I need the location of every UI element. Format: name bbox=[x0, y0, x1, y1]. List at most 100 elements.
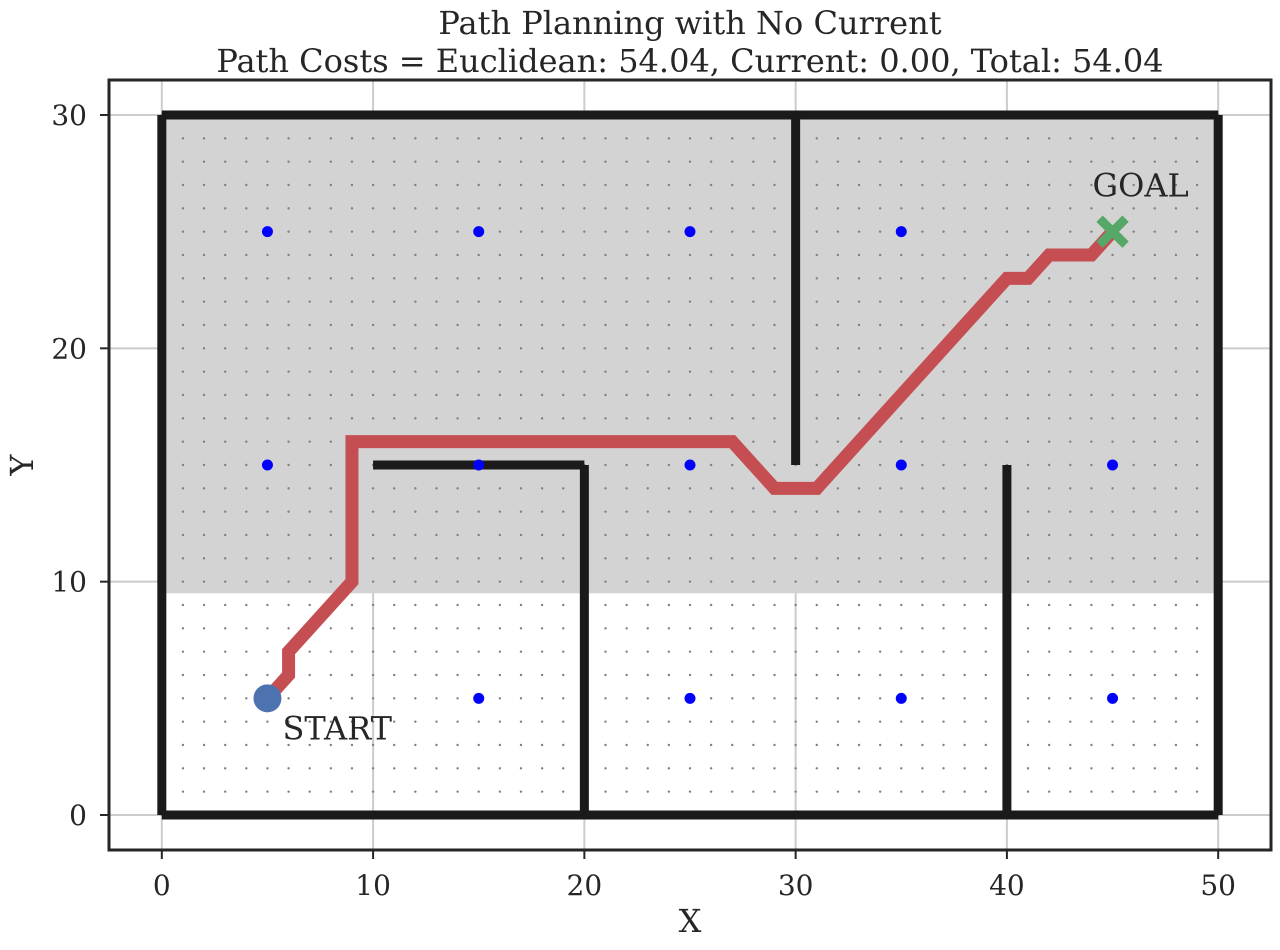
grid-dot bbox=[393, 417, 396, 420]
grid-dot bbox=[329, 673, 333, 677]
grid-dot bbox=[329, 277, 333, 280]
grid-dot bbox=[984, 370, 987, 373]
grid-dot bbox=[815, 790, 818, 793]
grid-dot bbox=[1111, 393, 1114, 397]
grid-dot bbox=[667, 137, 671, 140]
grid-dot bbox=[667, 417, 671, 420]
grid-dot bbox=[308, 580, 311, 583]
grid-dot bbox=[393, 160, 396, 163]
grid-dot bbox=[1090, 557, 1093, 560]
grid-dot bbox=[836, 790, 840, 793]
grid-dot bbox=[625, 253, 628, 257]
grid-dot bbox=[287, 767, 290, 770]
grid-dot bbox=[709, 790, 713, 793]
grid-dot bbox=[1005, 253, 1009, 257]
center-point bbox=[895, 459, 907, 471]
grid-dot bbox=[202, 463, 206, 467]
grid-dot bbox=[921, 673, 924, 677]
grid-dot bbox=[435, 510, 438, 513]
grid-dot bbox=[519, 183, 523, 187]
grid-dot bbox=[1132, 440, 1135, 443]
grid-dot bbox=[202, 207, 206, 210]
grid-dot bbox=[371, 393, 375, 397]
grid-dot bbox=[329, 697, 333, 700]
grid-dot bbox=[519, 720, 523, 723]
grid-dot bbox=[984, 743, 987, 747]
grid-dot bbox=[456, 300, 459, 303]
grid-dot bbox=[836, 137, 840, 140]
grid-dot bbox=[815, 253, 818, 257]
grid-dot bbox=[1111, 557, 1114, 560]
grid-dot bbox=[202, 627, 206, 630]
grid-dot bbox=[942, 440, 945, 443]
grid-dot bbox=[1111, 743, 1114, 747]
grid-dot bbox=[1069, 510, 1072, 513]
grid-dot bbox=[1069, 697, 1072, 700]
grid-dot bbox=[540, 277, 544, 280]
grid-dot bbox=[224, 697, 227, 700]
grid-dot bbox=[287, 790, 290, 793]
grid-dot bbox=[329, 137, 333, 140]
grid-dot bbox=[1090, 440, 1093, 443]
grid-dot bbox=[1195, 697, 1199, 700]
grid-dot bbox=[308, 137, 311, 140]
grid-dot bbox=[921, 533, 924, 537]
grid-dot bbox=[414, 673, 417, 677]
grid-dot bbox=[646, 463, 649, 467]
grid-dot bbox=[878, 463, 882, 467]
grid-dot bbox=[1132, 183, 1135, 187]
grid-dot bbox=[773, 277, 776, 280]
grid-dot bbox=[181, 323, 185, 327]
grid-dot bbox=[287, 510, 290, 513]
grid-dot bbox=[477, 650, 480, 653]
grid-dot bbox=[202, 487, 206, 490]
grid-dot bbox=[1069, 417, 1072, 420]
grid-dot bbox=[329, 767, 333, 770]
grid-dot bbox=[836, 440, 840, 443]
grid-dot bbox=[984, 230, 987, 233]
grid-dot bbox=[752, 370, 755, 373]
grid-dot bbox=[245, 510, 248, 513]
grid-dot bbox=[731, 137, 734, 140]
grid-dot bbox=[646, 323, 649, 327]
grid-dot bbox=[202, 650, 206, 653]
grid-dot bbox=[1026, 487, 1030, 490]
grid-dot bbox=[984, 137, 987, 140]
center-point bbox=[684, 459, 696, 471]
grid-dot bbox=[1090, 207, 1093, 210]
grid-dot bbox=[414, 370, 417, 373]
grid-dot bbox=[287, 487, 290, 490]
grid-dot bbox=[414, 697, 417, 700]
grid-dot bbox=[1047, 580, 1051, 583]
grid-dot bbox=[1090, 673, 1093, 677]
grid-dot bbox=[942, 183, 945, 187]
grid-dot bbox=[456, 743, 459, 747]
grid-dot bbox=[329, 417, 333, 420]
grid-dot bbox=[519, 230, 523, 233]
grid-dot bbox=[519, 510, 523, 513]
grid-dot bbox=[519, 300, 523, 303]
grid-dot bbox=[266, 533, 269, 537]
grid-dot bbox=[371, 323, 375, 327]
grid-dot bbox=[709, 160, 713, 163]
grid-dot bbox=[181, 253, 185, 257]
grid-dot bbox=[245, 627, 248, 630]
grid-dot bbox=[731, 603, 734, 607]
grid-dot bbox=[562, 207, 565, 210]
grid-dot bbox=[1047, 627, 1051, 630]
grid-dot bbox=[1069, 627, 1072, 630]
grid-dot bbox=[1132, 673, 1135, 677]
center-point bbox=[473, 459, 485, 471]
grid-dot bbox=[540, 207, 544, 210]
grid-dot bbox=[371, 347, 375, 350]
grid-dot bbox=[752, 720, 755, 723]
grid-dot bbox=[1132, 207, 1135, 210]
grid-dot bbox=[456, 487, 459, 490]
grid-dot bbox=[245, 253, 248, 257]
grid-dot bbox=[963, 183, 966, 187]
grid-dot bbox=[245, 417, 248, 420]
grid-dot bbox=[266, 323, 269, 327]
grid-dot bbox=[477, 183, 480, 187]
grid-dot bbox=[477, 720, 480, 723]
grid-dot bbox=[815, 207, 818, 210]
